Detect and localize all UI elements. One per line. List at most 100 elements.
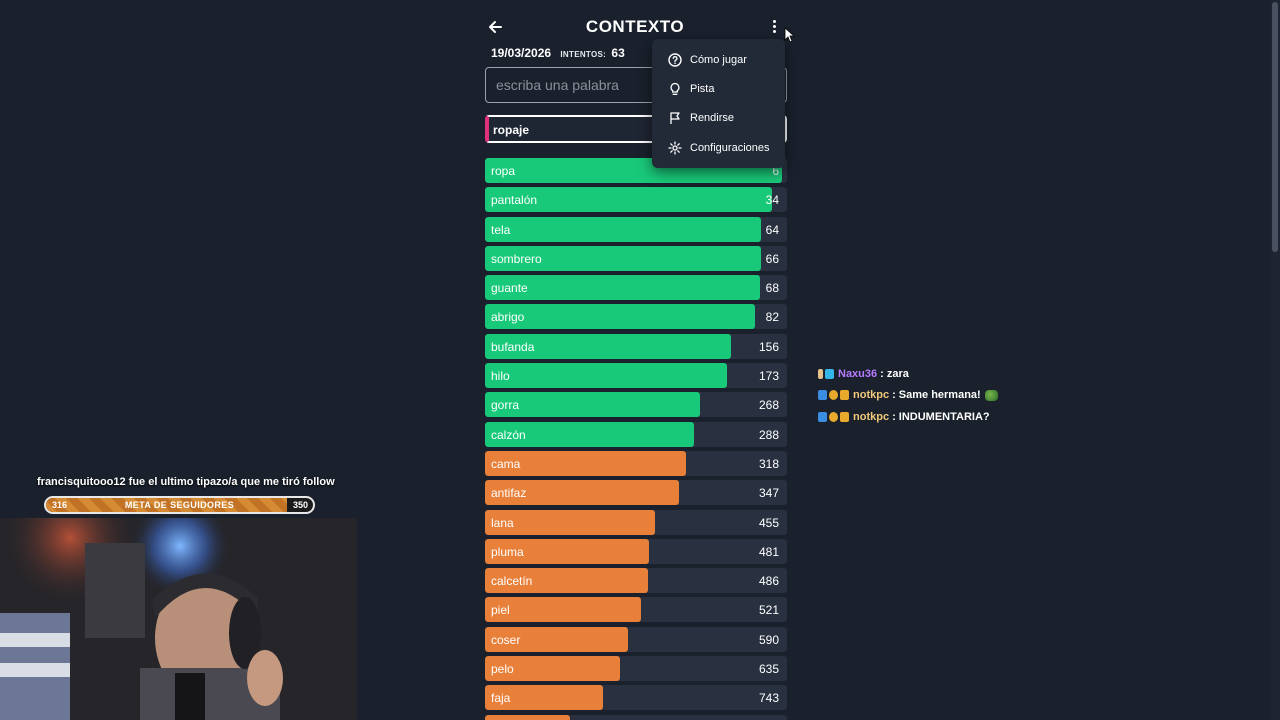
guess-row: abrigo 82	[485, 304, 787, 330]
proximity-bar	[485, 509, 655, 535]
badge-icon	[829, 390, 838, 401]
guess-rank: 318	[758, 456, 779, 471]
attempts-label: INTENTOS:	[560, 50, 607, 59]
guess-rank: 66	[765, 251, 779, 266]
guess-word: sombrero	[491, 251, 542, 266]
guess-word: cama	[491, 456, 521, 471]
flag-icon	[670, 112, 680, 125]
guess-row: sombrero 66	[485, 245, 787, 271]
proximity-bar	[485, 626, 629, 652]
guess-word: piel	[491, 603, 510, 618]
menu-item-label: Pista	[690, 82, 715, 95]
guess-word: tela	[491, 222, 511, 237]
proximity-bar	[485, 392, 701, 418]
guess-rank: 34	[765, 193, 779, 208]
proximity-bar	[485, 245, 761, 271]
guess-rank: 481	[758, 544, 779, 559]
guess-row: calzón 288	[485, 421, 787, 447]
proximity-bar	[485, 275, 760, 301]
last-follower-text: francisquitooo12 fue el ultimo tipazo/a …	[37, 476, 335, 488]
game-title: CONTEXTO	[585, 17, 685, 36]
guess-word: antifaz	[491, 486, 527, 501]
guess-word: ropa	[491, 164, 516, 178]
page-scrollbar[interactable]	[1270, 0, 1280, 720]
menu-item-settings[interactable]: Configuraciones	[652, 133, 785, 162]
badge-icon	[840, 390, 849, 401]
guess-row: cama 318	[485, 450, 787, 476]
guess-rank: 635	[758, 662, 779, 677]
guess-word: hilo	[491, 369, 510, 384]
badge-icon	[829, 411, 838, 422]
menu-item-how-to-play[interactable]: Cómo jugar	[652, 45, 785, 74]
game-date: 19/03/2026	[491, 46, 552, 60]
last-guess-word: ropaje	[493, 123, 530, 137]
proximity-bar	[485, 568, 649, 594]
goal-current: 316	[52, 500, 68, 510]
more-menu-button[interactable]	[767, 18, 781, 38]
guess-row: lana 455	[485, 509, 787, 535]
proximity-bar	[485, 216, 762, 242]
guess-rank: 486	[758, 574, 779, 589]
guess-row: antifaz 347	[485, 480, 787, 506]
proximity-bar	[485, 363, 727, 389]
guess-word: guante	[491, 281, 528, 296]
help-circle-icon	[668, 52, 682, 67]
menu-item-hint[interactable]: Pista	[652, 74, 785, 103]
chat-username: notkpc	[853, 389, 890, 402]
goal-progress-fill	[46, 498, 288, 512]
guess-rank: 82	[765, 310, 779, 325]
guess-row: calcetín 486	[485, 568, 787, 594]
game-header: CONTEXTO	[485, 14, 787, 42]
proximity-bar	[485, 450, 687, 476]
webcam-scene	[0, 518, 357, 720]
guess-row: piel 521	[485, 597, 787, 623]
chat-message: Naxu36 : zara	[818, 363, 998, 385]
guess-word: abrigo	[491, 310, 525, 325]
guess-row: pelo 635	[485, 656, 787, 682]
chat-message: notkpc : Same hermana!	[818, 385, 998, 407]
proximity-bar	[485, 421, 695, 447]
back-arrow-button[interactable]	[485, 16, 507, 38]
proximity-bar	[485, 333, 732, 359]
guess-row: guante 68	[485, 275, 787, 301]
guess-rank: 6	[772, 164, 779, 178]
guess-row: gorra 268	[485, 392, 787, 418]
attempts-count: 63	[611, 46, 625, 60]
menu-item-give-up[interactable]: Rendirse	[652, 104, 785, 133]
guess-row: tela 64	[485, 216, 787, 242]
guess-row: pluma 481	[485, 538, 787, 564]
arrow-left-icon	[489, 21, 502, 33]
chat-text: : INDUMENTARIA?	[892, 410, 990, 423]
scrollbar-thumb[interactable]	[1272, 2, 1278, 252]
guess-word: pelo	[491, 662, 514, 677]
guess-rank: 173	[758, 369, 779, 384]
guess-rank: 743	[758, 691, 779, 706]
guess-word: bufanda	[491, 339, 535, 354]
guess-list: ropa 6 pantalón 34 tela 64 sombrero 66 guante 68 a…	[485, 158, 787, 720]
badge-icon	[818, 390, 827, 401]
badge-icon	[818, 368, 823, 379]
guess-word: faja	[491, 691, 511, 706]
frog-emote-icon	[984, 389, 998, 401]
chat-overlay: Naxu36 : zara notkpc : Same hermana! not…	[818, 363, 998, 428]
goal-title: META DE SEGUIDORES	[124, 500, 235, 510]
badge-icon	[825, 368, 834, 379]
proximity-bar	[485, 656, 620, 682]
guess-rank: 455	[758, 515, 779, 530]
guess-word: coser	[491, 632, 521, 647]
proximity-bar	[485, 187, 772, 213]
guess-row: coser 590	[485, 626, 787, 652]
options-menu: Cómo jugar Pista Rendirse Configuracione…	[652, 39, 785, 168]
follower-goal-bar: 316 META DE SEGUIDORES 350	[44, 496, 315, 514]
lightbulb-icon	[670, 82, 680, 95]
webcam-feed	[0, 518, 357, 720]
guess-row: bufanda 156	[485, 333, 787, 359]
badge-icon	[818, 411, 827, 422]
menu-item-label: Configuraciones	[690, 141, 770, 154]
guess-word: pluma	[491, 544, 524, 559]
guess-row	[485, 714, 787, 720]
guess-word: gorra	[491, 398, 520, 413]
guess-word: lana	[491, 515, 514, 530]
game-meta: 19/03/2026 INTENTOS: 63	[491, 46, 625, 60]
guess-rank: 590	[758, 632, 779, 647]
